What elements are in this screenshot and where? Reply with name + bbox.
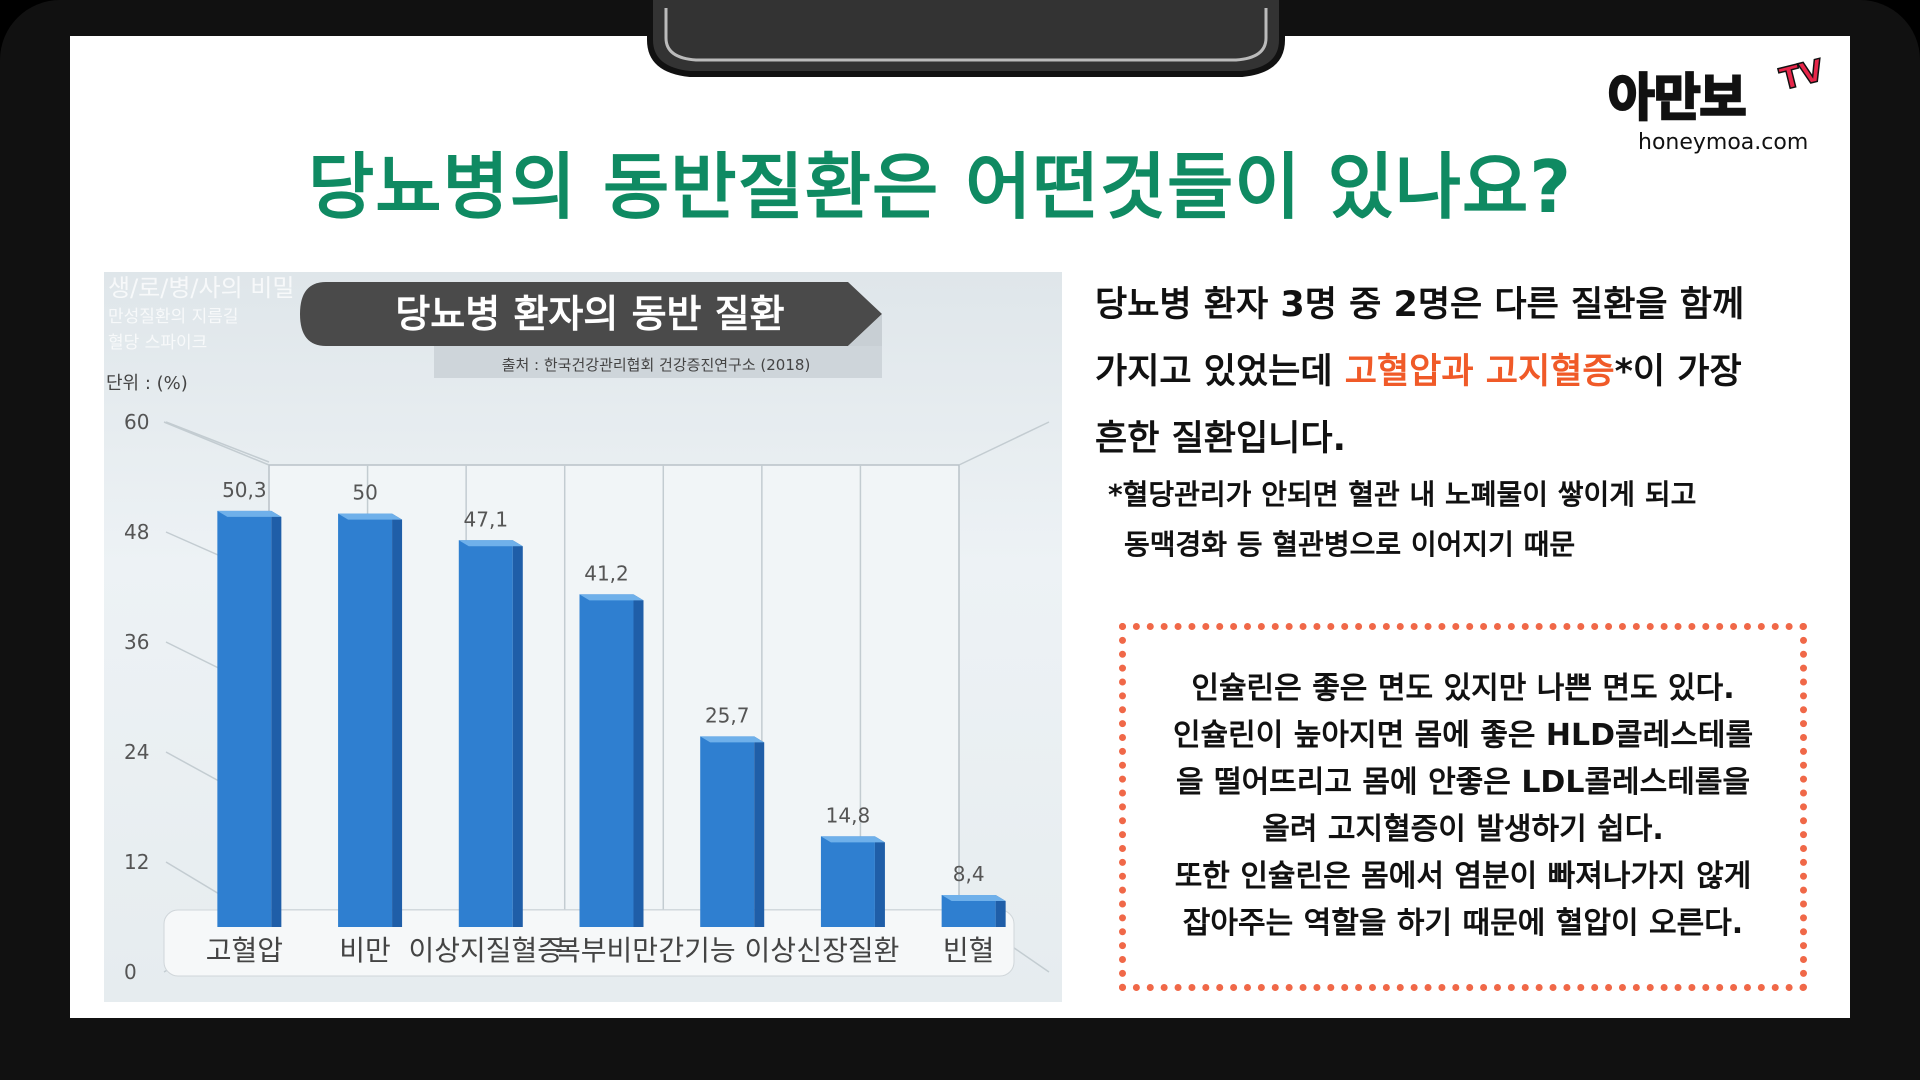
x-tick-label: 빈혈	[943, 934, 995, 967]
logo-url: honeymoa.com	[1638, 130, 1809, 155]
watermark-text: 만성질환의 지름길	[108, 307, 239, 327]
footnote-line: 동맥경화 등 혈관병으로 이어지기 때문	[1124, 528, 1576, 561]
info-line: 인슐린이 높아지면 몸에 좋은 HLD콜레스테롤	[1172, 718, 1754, 753]
x-tick-label: 복부비만	[555, 934, 658, 967]
bar	[820, 836, 875, 927]
desc-line: 가지고 있었는데 고혈압과 고지혈증*이 가장	[1095, 339, 1840, 406]
logo-brand-text: 아만보	[1607, 68, 1748, 129]
chart-bars: 50,3 50 47,1 41,2 25,7 14,8 8,4	[217, 478, 1006, 927]
bar-top	[941, 895, 1006, 901]
bar-side	[874, 836, 885, 927]
x-tick-label: 고혈압	[206, 934, 283, 967]
bar-value-label: 50,3	[222, 478, 267, 502]
desc-line: 흔한 질환입니다.	[1095, 419, 1346, 459]
x-tick-label: 간기능 이상	[658, 934, 796, 967]
y-tick-label: 12	[124, 850, 149, 874]
desc-text: 가지고 있었는데	[1095, 352, 1345, 392]
bar	[458, 540, 513, 927]
insulin-info-box: 인슐린은 좋은 면도 있지만 나쁜 면도 있다. 인슐린이 높아지면 몸에 좋은…	[1119, 623, 1807, 991]
watermark-text: 생/로/병/사의 비밀	[108, 274, 294, 302]
bar	[579, 594, 634, 927]
bar-side	[271, 510, 282, 927]
bar-top	[338, 513, 403, 520]
bar-side	[633, 594, 644, 927]
info-box-text: 인슐린은 좋은 면도 있지만 나쁜 면도 있다. 인슐린이 높아지면 몸에 좋은…	[1126, 665, 1800, 947]
info-line: 올려 고지혈증이 발생하기 쉽다.	[1262, 812, 1664, 847]
info-line: 을 떨어뜨리고 몸에 안좋은 LDL콜레스테롤을	[1175, 765, 1751, 800]
bar-side	[512, 540, 523, 927]
page-title: 당뇨병의 동반질환은 어떤것들이 있나요?	[307, 145, 1573, 229]
bar-top	[458, 540, 523, 547]
watermark-text: 혈당 스파이크	[108, 333, 207, 353]
bar-top	[579, 594, 644, 601]
y-tick-label: 0	[124, 960, 137, 984]
x-tick-label: 비만	[339, 934, 391, 967]
desc-text: *이 가장	[1614, 352, 1742, 392]
bar-side	[754, 736, 765, 927]
x-tick-label: 신장질환	[796, 934, 899, 967]
grid-perspective-line	[163, 421, 270, 466]
bar-value-label: 47,1	[464, 507, 509, 531]
bar-value-label: 50	[352, 481, 377, 505]
x-tick-label: 이상지질혈증	[409, 934, 564, 967]
bar-top	[217, 510, 282, 517]
info-line: 또한 인슐린은 몸에서 염분이 빠져나가지 않게	[1174, 859, 1752, 894]
chart-source: 출처 : 한국건강관리협회 건강증진연구소 (2018)	[502, 356, 811, 374]
bar-side	[392, 513, 403, 927]
chart-unit-label: 단위 : (%)	[106, 373, 188, 394]
bar	[217, 510, 272, 927]
description-text: 당뇨병 환자 3명 중 2명은 다른 질환을 함께 가지고 있었는데 고혈압과 …	[1095, 272, 1840, 473]
y-tick-label: 60	[124, 410, 149, 434]
footnote: *혈당관리가 안되면 혈관 내 노폐물이 쌓이게 되고 동맥경화 등 혈관병으로…	[1108, 470, 1696, 570]
brand-logo: 아만보 TV honeymoa.com	[1607, 52, 1829, 158]
bar-top	[700, 736, 765, 743]
bar-side	[995, 895, 1006, 927]
desc-line: 당뇨병 환자 3명 중 2명은 다른 질환을 함께	[1095, 285, 1745, 325]
grid-perspective-line	[958, 421, 1050, 466]
chart-title-banner: 당뇨병 환자의 동반 질환 출처 : 한국건강관리협회 건강증진연구소 (201…	[300, 282, 882, 378]
bar-value-label: 14,8	[826, 803, 871, 827]
y-tick-label: 48	[124, 520, 149, 544]
bar-value-label: 8,4	[953, 862, 985, 886]
y-tick-label: 24	[124, 740, 149, 764]
info-line: 잡아주는 역할을 하기 때문에 혈압이 오른다.	[1182, 906, 1744, 941]
y-tick-label: 36	[124, 630, 149, 654]
bar-value-label: 25,7	[705, 703, 750, 727]
logo-tv-badge: TV	[1776, 52, 1828, 98]
clip-icon	[647, 0, 1285, 77]
y-grid-line	[165, 421, 270, 463]
bar	[338, 513, 393, 927]
bar-value-label: 41,2	[584, 561, 629, 585]
bar	[700, 736, 755, 927]
footnote-line: *혈당관리가 안되면 혈관 내 노폐물이 쌓이게 되고	[1108, 478, 1697, 511]
info-line: 인슐린은 좋은 면도 있지만 나쁜 면도 있다.	[1191, 671, 1735, 706]
bar-top	[820, 836, 885, 843]
desc-highlight: 고혈압과 고지혈증	[1344, 352, 1615, 392]
chart-title: 당뇨병 환자의 동반 질환	[395, 292, 784, 336]
